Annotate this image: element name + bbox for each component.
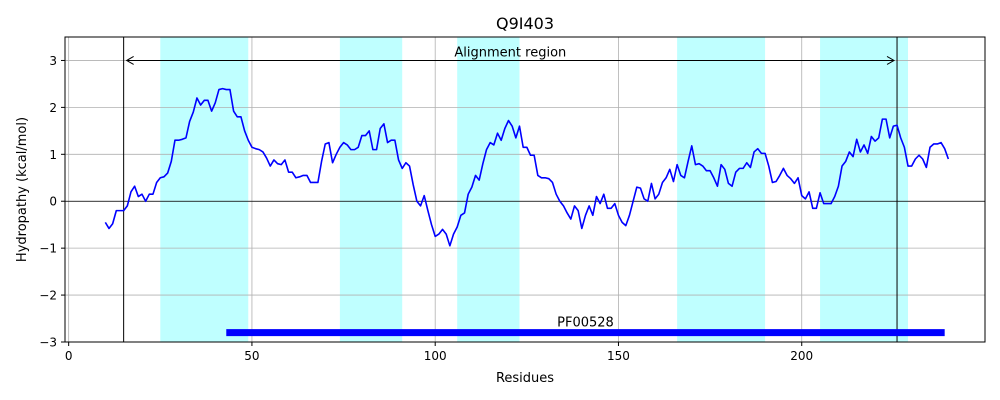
tm-band-1	[160, 37, 249, 342]
domain-bar	[226, 329, 945, 337]
series-group	[104, 87, 950, 247]
y-axis-label: Hydropathy (kcal/mol)	[15, 117, 30, 262]
tm-band-3	[457, 37, 520, 342]
plot-frame	[64, 36, 986, 343]
y-tick-label: 3	[49, 54, 57, 68]
y-tick-label: 2	[49, 101, 57, 115]
y-tick-label: −1	[39, 242, 57, 256]
x-tick-label: 0	[65, 349, 73, 363]
y-tick-label: 1	[49, 148, 57, 162]
alignment-arrow-right-head	[886, 56, 896, 65]
tm-band-2	[339, 37, 403, 342]
tm-bands	[160, 37, 909, 342]
x-tick-label: 50	[244, 349, 259, 363]
tm-band-4	[677, 37, 766, 342]
x-axis-ticks: 0 50 100 150 200	[65, 342, 813, 363]
x-tick-label: 100	[424, 349, 447, 363]
tm-band-5	[820, 37, 909, 342]
x-tick-label: 200	[790, 349, 813, 363]
y-tick-label: 0	[49, 195, 57, 209]
x-tick-label: 150	[607, 349, 630, 363]
y-tick-label: −2	[39, 289, 57, 303]
domain-label: PF00528	[557, 316, 614, 331]
hydropathy-line	[104, 87, 950, 247]
y-axis-ticks: −3 −2 −1 0 1 2 3	[39, 54, 65, 350]
alignment-arrow-left-head	[125, 56, 134, 65]
chart-title: Q9I403	[496, 14, 554, 33]
y-tick-label: −3	[39, 336, 57, 350]
alignment-region-label: Alignment region	[454, 45, 566, 60]
x-axis-label: Residues	[496, 371, 554, 386]
